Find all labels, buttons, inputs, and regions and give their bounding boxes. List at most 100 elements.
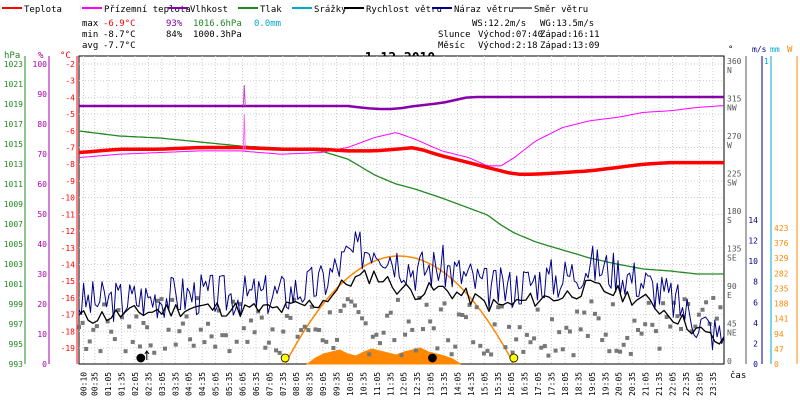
info-sun-set: Západ:16:11	[540, 30, 600, 40]
wind-direction-point	[435, 346, 440, 351]
wind-direction-point	[137, 344, 142, 349]
wind-direction-point	[320, 338, 325, 343]
dir-tick-compass: NE	[727, 329, 737, 338]
wind-direction-point	[148, 343, 153, 348]
wind-direction-point	[478, 343, 483, 348]
x-tick-label: 11:35	[386, 372, 395, 396]
humidity-spike	[242, 84, 246, 107]
wind-direction-point	[431, 326, 436, 331]
mm-tick-label: 1	[764, 57, 769, 66]
sun-path-arc	[284, 255, 515, 365]
x-tick-label: 02:05	[131, 372, 140, 396]
hpa-tick-label: 1009	[4, 200, 23, 209]
stats-block: max -6.9°C 93% 1016.6hPa 0.0mm min -8.7°…	[82, 19, 281, 51]
x-tick-label: 20:35	[628, 372, 637, 396]
legend-label-srazky: Srážky	[314, 5, 347, 15]
temp-tick-label: -6	[65, 127, 75, 136]
pct-tick-label: 40	[37, 240, 47, 249]
wind-direction-point	[112, 337, 117, 342]
legend-label-teplota: Teplota	[24, 5, 62, 15]
stats-min-press: 1000.3hPa	[193, 30, 242, 40]
wind-direction-point	[553, 348, 558, 353]
wind-direction-point	[714, 316, 719, 321]
stats-min-temp: -8.7°C	[103, 30, 136, 40]
temp-tick-label: -5	[65, 110, 75, 119]
dir-tick-label: 90	[727, 282, 737, 291]
wind-direction-point	[718, 305, 723, 310]
wind-direction-point	[220, 333, 225, 338]
pct-tick-label: 90	[37, 90, 47, 99]
stats-min-hum: 84%	[166, 30, 183, 40]
dir-tick-label: 225	[727, 170, 742, 179]
wind-direction-point	[180, 321, 185, 326]
wind-direction-point	[693, 324, 698, 329]
wind-direction-point	[352, 303, 357, 308]
wind-direction-point	[281, 329, 286, 334]
wind-direction-point	[374, 332, 379, 337]
dir-tick-compass: SE	[727, 254, 737, 263]
ms-axis-unit: m/s	[752, 45, 767, 54]
dir-tick-label: 360	[727, 57, 742, 66]
wm-tick-label: 47	[774, 345, 784, 354]
stats-max-temp: -6.9°C	[103, 19, 136, 29]
wm-tick-label: 235	[774, 284, 789, 293]
wind-direction-point	[80, 320, 85, 325]
wind-direction-point	[453, 344, 458, 349]
wind-direction-point	[546, 353, 551, 358]
wind-direction-point	[582, 310, 587, 315]
wind-direction-point	[643, 322, 648, 327]
moon-rise-arrow	[144, 350, 150, 360]
x-tick-label: 01:05	[104, 372, 113, 396]
wind-direction-point	[306, 328, 311, 333]
temp-tick-label: -3	[65, 77, 75, 86]
wind-direction-point	[675, 314, 680, 319]
wind-direction-point	[159, 297, 164, 302]
x-tick-label: 11:05	[373, 372, 382, 396]
wind-direction-point	[360, 316, 365, 321]
solar-radiation-area	[305, 347, 461, 365]
wind-direction-point	[704, 300, 709, 305]
wind-direction-point	[266, 340, 271, 345]
wind-direction-point	[202, 340, 207, 345]
dir-tick-label: 0	[727, 357, 732, 366]
wind-direction-point	[198, 327, 203, 332]
wind-direction-point	[596, 316, 601, 321]
pct-tick-label: 80	[37, 120, 47, 129]
stats-max-label: max	[82, 19, 99, 29]
wind-direction-point	[507, 324, 511, 329]
x-tick-label: 18:35	[574, 372, 583, 396]
wind-direction-point	[270, 327, 275, 332]
hpa-tick-label: 1023	[4, 60, 23, 69]
temp-axis-unit: °C	[60, 51, 71, 61]
x-tick-label: 21:05	[642, 372, 651, 396]
hpa-axis-unit: hPa	[4, 51, 20, 61]
wind-direction-point	[621, 342, 626, 347]
x-tick-label: 21:35	[655, 372, 664, 396]
info-moon-set: Západ:13:09	[540, 41, 600, 51]
x-tick-label: 00:35	[91, 372, 100, 396]
wind-direction-point	[413, 348, 418, 353]
info-block: WS:12.2m/s WG:13.5m/s Slunce Východ:07:4…	[438, 19, 600, 51]
stats-max-rain: 0.0mm	[254, 19, 281, 29]
wind-direction-point	[499, 304, 504, 309]
wind-direction-point	[456, 312, 461, 317]
info-ws: WS:12.2m/s	[472, 19, 526, 29]
temp-tick-label: -13	[61, 244, 76, 253]
dir-tick-compass: W	[727, 141, 732, 150]
wm-tick-label: 329	[774, 254, 789, 263]
wind-direction-point	[84, 346, 89, 351]
wind-direction-point	[532, 336, 537, 341]
series-line-teplota	[78, 145, 724, 177]
wind-direction-point	[600, 338, 605, 343]
pct-tick-label: 10	[37, 330, 47, 339]
temp-tick-label: -4	[65, 93, 75, 102]
wind-direction-point	[94, 324, 99, 329]
wind-direction-point	[689, 329, 694, 334]
wind-direction-point	[206, 321, 210, 326]
x-tick-label: 08:05	[292, 372, 301, 396]
wind-direction-point	[410, 327, 415, 332]
wind-direction-point	[302, 324, 307, 329]
legend-label-prizemni-teplota: Přízemní teplota	[104, 5, 191, 15]
wind-direction-point	[245, 339, 250, 344]
sun-path	[284, 255, 515, 365]
